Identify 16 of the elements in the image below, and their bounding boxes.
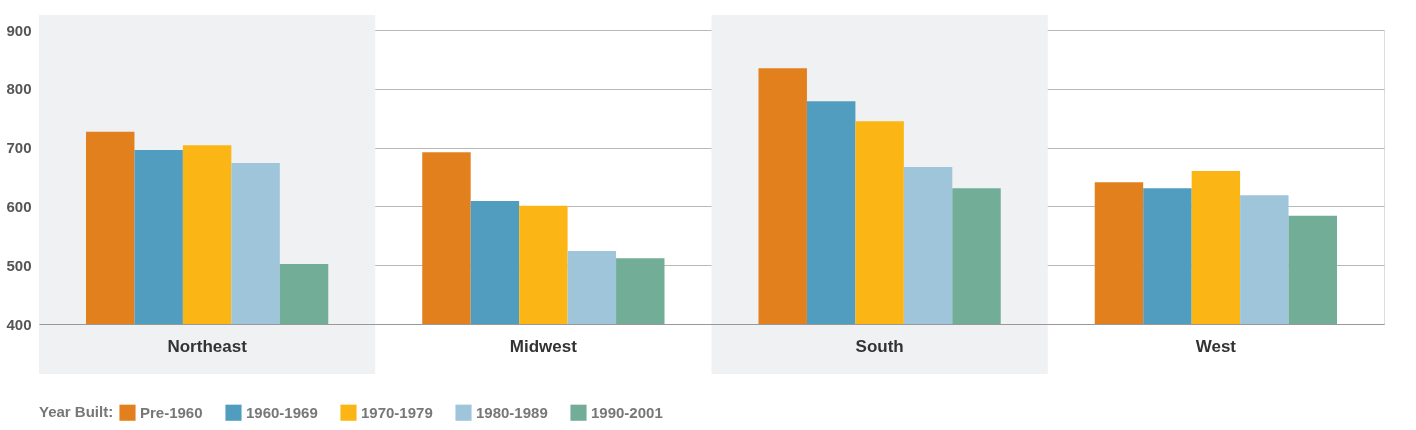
y-tick-label: 500 [6, 256, 32, 274]
legend-title: Year Built: [39, 403, 114, 420]
y-tick-label: 900 [6, 21, 32, 39]
y-tick-label: 800 [6, 80, 32, 98]
legend-label: 1970-1979 [361, 403, 433, 421]
legend-label: 1990-2001 [591, 403, 663, 421]
x-tick-label: Northeast [167, 336, 248, 356]
x-tick-label: West [1195, 336, 1237, 356]
legend-label: Pre-1960 [140, 403, 203, 421]
legend-label: 1960-1969 [246, 403, 318, 421]
legend-label: 1980-1989 [476, 403, 548, 421]
y-tick-label: 700 [6, 139, 32, 157]
y-tick-label: 600 [6, 197, 32, 215]
y-tick-label: 400 [6, 315, 32, 333]
x-tick-label: South [855, 336, 904, 356]
x-tick-label: Midwest [509, 336, 578, 356]
